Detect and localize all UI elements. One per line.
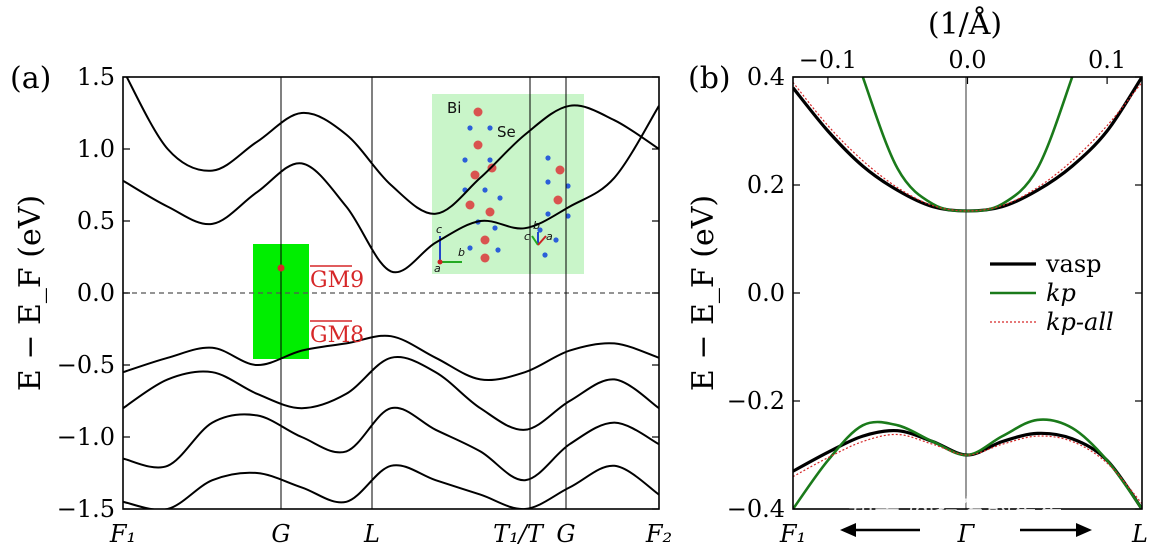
y-tick-label-b: −0.4	[727, 495, 785, 523]
x-axis-kpath-labels: F₁ G L T₁/T G F₂	[109, 520, 672, 548]
y-axis-ticks-b: −0.4 −0.2 0.0 0.2 0.4	[727, 63, 1142, 523]
se-atom	[545, 179, 551, 185]
panel-b: (b) (1/Å) −0.4 −0.2 0.0 0.2 0.4 −0.1 0.0 0.1 E…	[686, 6, 1148, 548]
x-axis-title-top: (1/Å)	[928, 6, 1002, 42]
inset-axis-a-right	[537, 235, 547, 246]
bottom-label-l: L	[1131, 520, 1148, 548]
gm9-marker	[277, 264, 285, 272]
gm9-label: GM9	[310, 268, 364, 293]
bi-atom	[480, 253, 490, 263]
se-atom	[467, 245, 473, 251]
inset-label-se: Se	[497, 123, 516, 141]
y-tick-label-a: 0.0	[77, 279, 115, 307]
y-tick-label-a: 0.5	[77, 207, 115, 235]
se-atom	[542, 252, 548, 258]
bi-atom	[553, 195, 563, 205]
se-atom	[462, 157, 468, 163]
bi-atom	[465, 200, 475, 210]
se-atom	[545, 211, 551, 217]
panel-b-label: (b)	[688, 61, 731, 96]
se-atom	[537, 227, 543, 233]
inset-axis-a-left	[437, 259, 443, 265]
bi-atom	[473, 140, 483, 150]
bi-atom	[555, 165, 565, 175]
series-kp-all-cb	[793, 82, 1142, 212]
inset-axis-label-b-left: b	[458, 246, 465, 259]
x-axis-ticks-top: −0.1 0.0 0.1	[799, 46, 1126, 84]
bi-atom	[485, 207, 495, 217]
y-axis-title-a: E − E_F (eV)	[13, 195, 48, 391]
y-tick-label-b: 0.0	[747, 279, 785, 307]
y-tick-label-a: −1.0	[57, 423, 115, 451]
se-atom	[487, 125, 493, 131]
y-tick-label-a: −0.5	[57, 351, 115, 379]
kpath-label: F₂	[645, 520, 672, 548]
band-line	[125, 77, 659, 215]
bi-atom	[470, 170, 480, 180]
band-line	[123, 356, 659, 431]
band-line	[123, 105, 659, 274]
bottom-label-gamma: Γ	[957, 520, 976, 548]
y-axis-title-b: E − E_F (eV)	[686, 195, 721, 391]
band-line	[123, 464, 659, 509]
k-point-separators	[280, 77, 567, 509]
kpath-label: T₁/T	[493, 520, 545, 548]
gm8-label: GM8	[310, 323, 364, 348]
se-atom	[553, 237, 559, 243]
panel-a-label: (a)	[10, 61, 51, 96]
kpath-label: F₁	[109, 520, 136, 548]
kpath-label: G	[271, 520, 290, 548]
inset-background	[432, 94, 584, 274]
se-atom	[565, 213, 571, 219]
legend-label-kp: kp	[1046, 279, 1076, 307]
band-structure-lines	[123, 77, 659, 509]
x-tick-label-top: 0.0	[948, 46, 986, 74]
y-tick-label-b: 0.2	[747, 171, 785, 199]
bi-atom	[473, 107, 483, 117]
inset-axis-b-right	[531, 235, 539, 246]
arrow-right-icon	[1076, 523, 1092, 537]
crystal-structure-inset: Bi Se a b c c b a	[432, 94, 584, 275]
se-atom	[565, 183, 571, 189]
x-tick-label-top: 0.1	[1088, 46, 1126, 74]
inset-label-bi: Bi	[447, 99, 461, 117]
inset-axis-label-a-left: a	[434, 262, 441, 275]
bi-atom	[480, 235, 490, 245]
y-tick-label-a: 1.5	[77, 63, 115, 91]
bottom-label-f1: F₁	[779, 520, 806, 548]
inset-axis-label-a-right: a	[546, 230, 553, 243]
inset-axis-label-c-right: c	[524, 230, 530, 243]
se-atom	[482, 187, 488, 193]
kpath-label: L	[363, 520, 380, 548]
y-tick-label-a: 1.0	[77, 135, 115, 163]
y-tick-label-a: −1.5	[57, 495, 115, 523]
se-atom	[492, 225, 498, 231]
kpath-label: G	[556, 520, 575, 548]
inset-axis-label-c-left: c	[436, 223, 442, 236]
se-atom	[487, 157, 493, 163]
legend-label-kp-all: kp-all	[1046, 308, 1114, 336]
band-line	[123, 334, 659, 381]
se-atom	[545, 155, 551, 161]
se-atom	[467, 125, 473, 131]
band-line	[123, 406, 659, 482]
watermark: 知乎 @拾梦的星星	[848, 495, 1064, 525]
y-tick-label-b: 0.4	[747, 63, 785, 91]
arrow-left-icon	[840, 523, 856, 537]
se-atom	[495, 247, 501, 253]
kp-curves	[793, 77, 1142, 509]
x-tick-label-top: −0.1	[799, 46, 857, 74]
legend-label-vasp: vasp	[1045, 250, 1102, 278]
atom-lattice	[462, 107, 571, 263]
y-tick-label-b: −0.2	[727, 387, 785, 415]
series-kp-vb	[793, 418, 1142, 509]
series-kp-cb	[861, 77, 1074, 213]
y-axis-ticks-a: −1.5 −1.0 −0.5 0.0 0.5 1.0 1.5	[57, 63, 659, 523]
se-atom	[497, 195, 503, 201]
panel-a: (a) Bi Se a b c c b a	[10, 61, 672, 548]
